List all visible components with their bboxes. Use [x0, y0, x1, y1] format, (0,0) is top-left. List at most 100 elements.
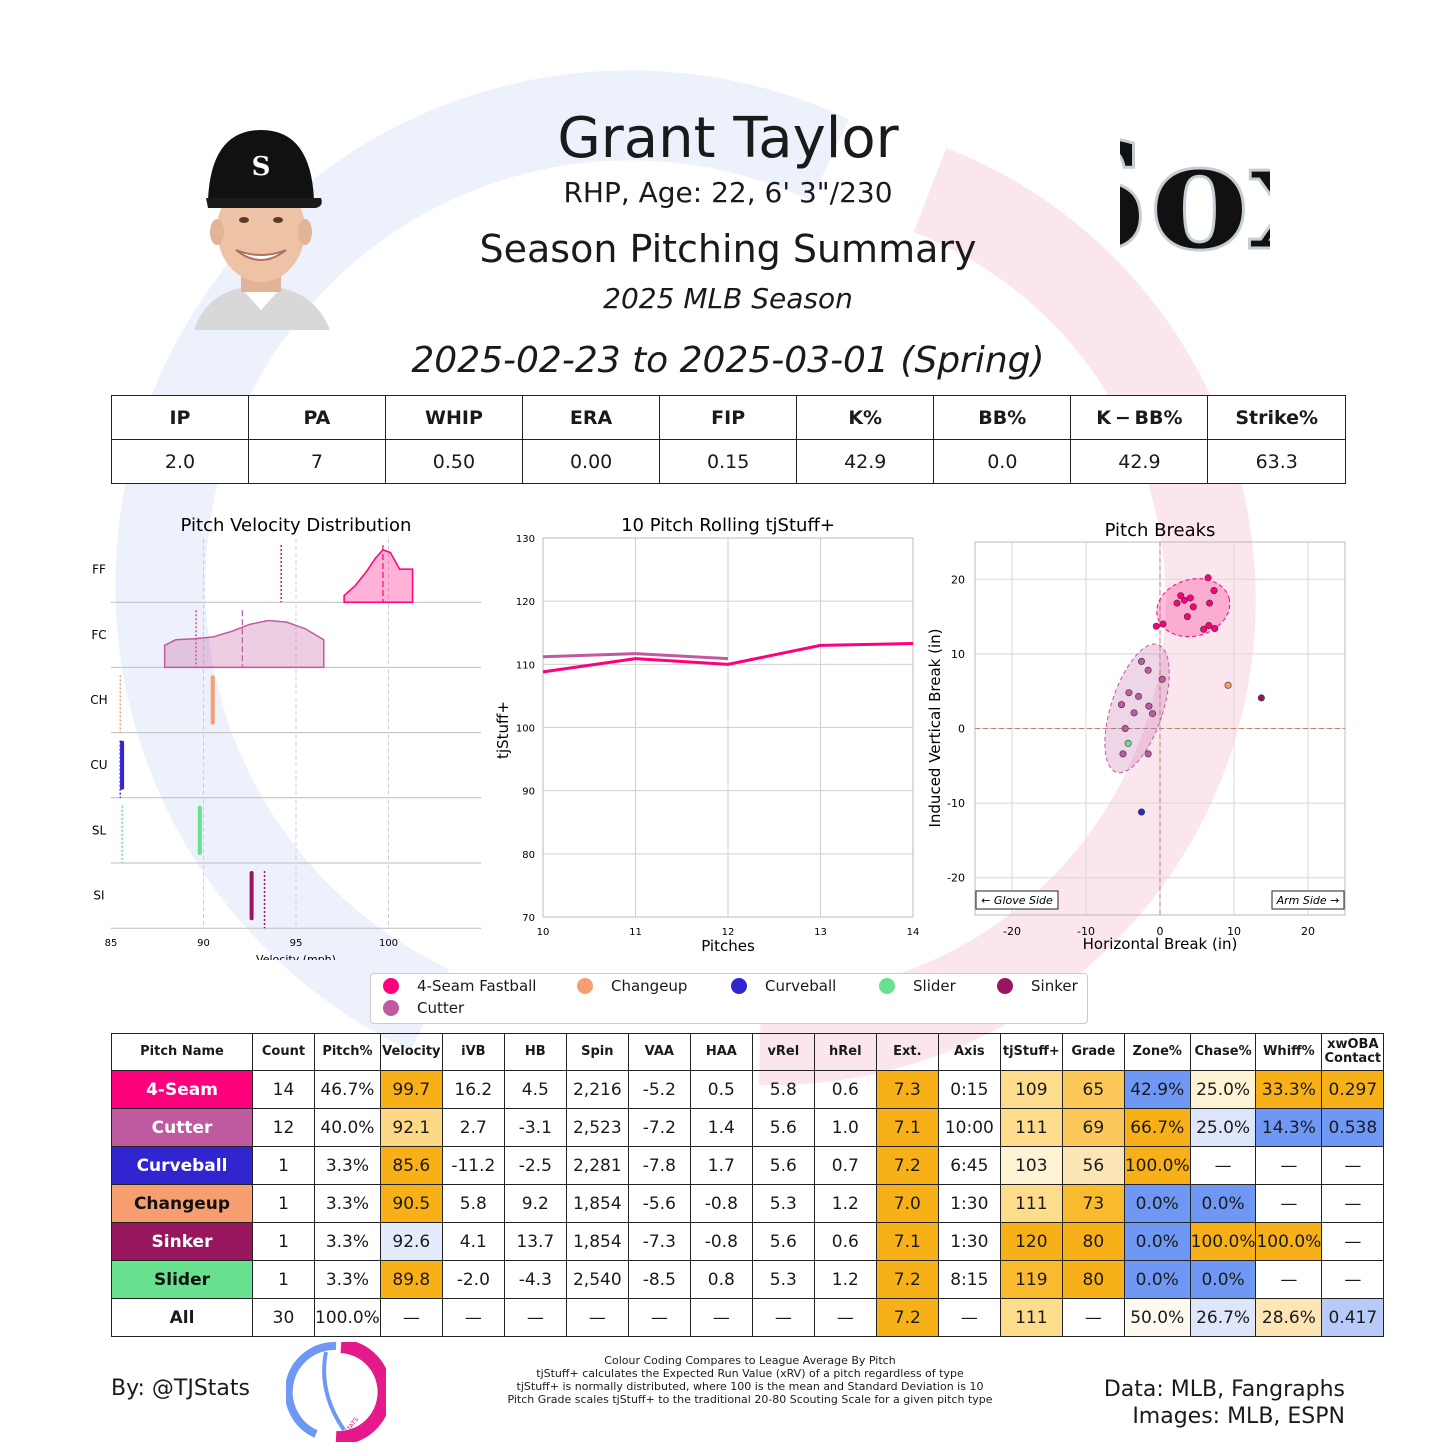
table-cell: 4.1	[441, 1222, 505, 1261]
rolling-x-tick: 11	[629, 927, 642, 938]
legend-label: Sinker	[1031, 977, 1078, 995]
table-row: Slider 1 3.3% 89.8 -2.0 -4.3 2,540 -8.5 0.8 5.3 1.…	[111, 1260, 1385, 1299]
pitch-name-cell: Changeup	[111, 1184, 253, 1223]
table-cell: 69	[1061, 1108, 1125, 1147]
table-cell: -11.2	[441, 1146, 505, 1185]
breaks-point	[1121, 725, 1129, 733]
pitch-legend: 4-Seam Fastball Changeup Curveball Slider Si…	[370, 973, 1088, 1024]
summary-title: Season Pitching Summary	[479, 227, 977, 271]
table-cell: 2,216	[565, 1070, 629, 1109]
table-cell: 0.8	[689, 1260, 753, 1299]
table-cell: -8.5	[627, 1260, 691, 1299]
breaks-point	[1204, 574, 1212, 582]
table-cell: -7.3	[627, 1222, 691, 1261]
table-cell: 5.3	[751, 1184, 815, 1223]
breaks-y-axis-label: Induced Vertical Break (in)	[926, 628, 944, 827]
breaks-x-tick: -20	[1003, 925, 1021, 938]
breaks-y-tick: 10	[951, 648, 965, 661]
table-column-header: Zone%	[1123, 1033, 1191, 1071]
table-cell: 0:15	[937, 1070, 1001, 1109]
table-cell: 109	[999, 1070, 1063, 1109]
stat-header: Strike%	[1207, 395, 1346, 440]
table-cell: 8:15	[937, 1260, 1001, 1299]
table-cell: 4.5	[503, 1070, 567, 1109]
velocity-distribution-chart: Pitch Velocity Distribution FF FC CH CU SL SI 8…	[90, 515, 481, 960]
table-cell: 0.0%	[1189, 1184, 1257, 1223]
table-column-header: Grade	[1061, 1033, 1125, 1071]
stat-value: 0.15	[659, 439, 798, 484]
breaks-point	[1224, 681, 1232, 689]
pitch-name-cell: All	[111, 1298, 253, 1337]
stat-header: WHIP	[384, 395, 524, 440]
velocity-row-label: SL	[92, 823, 107, 837]
breaks-confidence-ellipse	[1104, 643, 1170, 774]
table-cell: —	[441, 1298, 505, 1337]
table-cell: 33.3%	[1255, 1070, 1323, 1109]
glove-side-label: ← Glove Side	[981, 894, 1053, 907]
stat-line-table: IP PA WHIP ERA FIP K% BB% K − BB% Strike…	[111, 395, 1346, 484]
table-cell: —	[565, 1298, 629, 1337]
table-cell: 120	[999, 1222, 1063, 1261]
table-cell: 66.7%	[1123, 1108, 1191, 1147]
breaks-point	[1145, 702, 1153, 710]
table-cell: 1	[252, 1260, 315, 1299]
table-cell: 10:00	[937, 1108, 1001, 1147]
author-credit: By: @TJStats	[111, 1376, 251, 1401]
breaks-point	[1177, 592, 1185, 600]
table-cell: 7.2	[875, 1260, 939, 1299]
table-cell: 5.3	[751, 1260, 815, 1299]
table-cell: 7.2	[875, 1146, 939, 1185]
table-column-header: HB	[503, 1033, 567, 1071]
breaks-point	[1149, 710, 1157, 718]
table-cell: 1.7	[689, 1146, 753, 1185]
stat-value: 7	[247, 439, 386, 484]
pitch-name-cell: Sinker	[111, 1222, 253, 1261]
table-cell: 0.417	[1321, 1298, 1385, 1337]
table-cell: 0.6	[813, 1070, 877, 1109]
table-cell: 111	[999, 1108, 1063, 1147]
glove-side-label-box: ← Glove Side	[975, 890, 1059, 910]
legend-label: Curveball	[765, 977, 837, 995]
breaks-x-tick: 20	[1301, 925, 1315, 938]
table-cell: 2,281	[565, 1146, 629, 1185]
rolling-x-tick: 12	[722, 927, 735, 938]
rolling-y-tick: 120	[516, 597, 535, 608]
glove-side-frame	[975, 890, 1059, 910]
breaks-point	[1206, 599, 1214, 607]
legend-label: Changeup	[611, 977, 688, 995]
table-column-header: xwOBA Contact	[1321, 1033, 1385, 1071]
rolling-y-axis-label: tjStuff+	[494, 701, 512, 759]
breaks-point	[1159, 620, 1167, 628]
table-cell: 14	[252, 1070, 315, 1109]
stat-value: 0.0	[933, 439, 1072, 484]
rolling-chart-title: 10 Pitch Rolling tjStuff+	[621, 515, 835, 536]
table-cell: 7.3	[875, 1070, 939, 1109]
table-cell: 1,854	[565, 1222, 629, 1261]
table-cell: 3.3%	[314, 1146, 381, 1185]
table-cell: —	[1061, 1298, 1125, 1337]
table-cell: -5.2	[627, 1070, 691, 1109]
player-name: Grant Taylor	[557, 106, 899, 171]
table-cell: 5.8	[441, 1184, 505, 1223]
table-cell: 65	[1061, 1070, 1125, 1109]
table-cell: 92.6	[379, 1222, 443, 1261]
table-cell: 1:30	[937, 1184, 1001, 1223]
table-cell: 0.0%	[1123, 1184, 1191, 1223]
breaks-point	[1119, 750, 1127, 758]
table-column-header: Ext.	[875, 1033, 939, 1071]
rolling-tjstuff-chart: 10 Pitch Rolling tjStuff+ 10 11 12 13 14 70 80 9…	[494, 515, 919, 955]
table-cell: —	[1321, 1260, 1385, 1299]
legend-swatch	[577, 978, 593, 994]
velocity-density	[163, 619, 325, 669]
breaks-point	[1144, 666, 1152, 674]
breaks-point	[1124, 739, 1132, 747]
table-row: Changeup 1 3.3% 90.5 5.8 9.2 1,854 -5.6 -0.8 5.3 1…	[111, 1184, 1385, 1223]
svg-text:S: S	[252, 152, 271, 182]
table-cell: 103	[999, 1146, 1063, 1185]
arm-side-label: Arm Side →	[1276, 894, 1340, 907]
velocity-chart-title: Pitch Velocity Distribution	[181, 515, 412, 536]
table-cell: -5.6	[627, 1184, 691, 1223]
table-cell: 56	[1061, 1146, 1125, 1185]
stat-header: K%	[796, 395, 935, 440]
table-cell: 100.0%	[1255, 1222, 1323, 1261]
